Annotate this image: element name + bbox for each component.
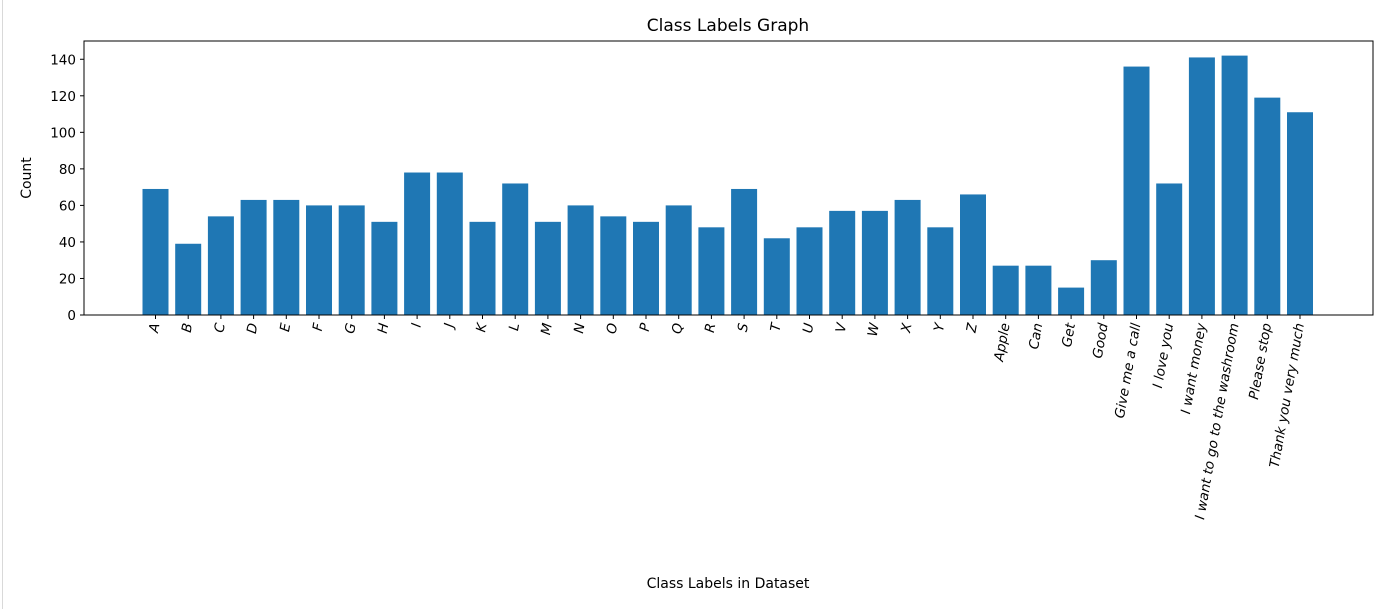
bar-10 [469,221,496,315]
x-tick-label-15: P [637,321,654,333]
bar-30 [1123,66,1150,315]
bar-19 [763,238,790,315]
bar-23 [894,199,921,315]
bar-33 [1221,55,1248,316]
x-tick-label-34: Please stop [1246,322,1275,401]
y-tick-label-6: 120 [50,89,76,105]
y-tick-label-3: 60 [59,198,76,214]
left-divider [2,0,3,609]
x-tick-label-26: Apple [991,322,1014,364]
y-tick-label-5: 100 [50,125,76,141]
bar-7 [371,221,398,315]
x-tick-label-20: U [800,322,817,335]
bar-14 [600,216,627,315]
x-tick-label-22: W [865,321,883,338]
x-tick-label-9: J [441,322,458,332]
x-tick-label-35: Thank you very much [1267,322,1308,469]
bar-18 [731,188,758,315]
x-tick-label-4: E [277,321,294,333]
x-tick-label-29: Good [1090,322,1112,360]
y-axis: 0 20 40 60 80 100 120 140 [50,52,84,324]
x-tick-label-17: R [702,322,719,334]
bar-3 [240,199,267,315]
bar-16 [665,205,692,315]
bar-24 [927,227,954,315]
bar-21 [829,210,856,315]
x-tick-label-21: V [833,320,851,334]
x-tick-label-18: S [735,322,752,334]
y-tick-label-0: 0 [67,308,76,324]
bar-17 [698,227,725,315]
x-tick-label-24: Y [931,320,948,333]
x-tick-label-7: H [375,322,393,335]
bar-32 [1188,57,1215,315]
x-tick-label-14: O [604,322,622,336]
x-axis-label: Class Labels in Dataset [647,576,810,592]
bar-13 [567,205,594,315]
x-tick-label-31: I love you [1150,322,1177,389]
bar-27 [1025,265,1052,315]
x-axis: A B C D E F G H I J K L M N O P Q R S T U V W X Y Z Apple Can Get Goo… [146,315,1308,521]
y-tick-label-4: 80 [59,162,76,178]
bar-6 [338,205,365,315]
x-tick-label-3: D [244,322,262,335]
x-tick-label-23: X [898,321,916,335]
x-tick-label-10: K [473,321,490,334]
x-tick-label-27: Can [1026,322,1046,351]
y-tick-label-1: 20 [59,271,76,287]
bar-26 [992,265,1019,315]
bar-35 [1287,112,1313,316]
bar-0 [142,188,169,315]
x-tick-label-2: C [211,321,228,334]
x-tick-label-28: Get [1059,321,1079,348]
x-tick-label-0: A [146,322,164,335]
bar-1 [175,243,202,315]
bar-22 [861,210,888,315]
bars-group [142,55,1313,316]
y-tick-label-7: 140 [50,52,76,68]
bar-4 [273,199,300,315]
bar-9 [436,172,463,315]
x-tick-label-6: G [342,322,360,335]
bar-11 [502,183,529,315]
bar-20 [796,227,823,315]
x-tick-label-1: B [179,322,196,334]
y-tick-label-2: 40 [59,235,76,251]
bar-12 [534,221,561,315]
bar-15 [633,221,659,315]
x-tick-label-30: Give me a call [1112,322,1145,420]
x-tick-label-25: Z [963,321,981,335]
x-tick-label-19: T [768,320,785,333]
bar-34 [1254,97,1281,315]
x-tick-label-16: Q [669,322,687,336]
x-tick-label-13: N [571,322,589,335]
x-tick-label-5: F [310,322,327,333]
x-tick-label-11: L [506,322,523,332]
x-tick-label-32: I want money [1178,321,1210,415]
bar-31 [1156,183,1183,315]
y-axis-label: Count [19,157,35,199]
x-tick-label-8: I [409,322,425,329]
bar-5 [306,205,332,315]
bar-2 [207,216,234,315]
x-tick-label-12: M [538,322,556,337]
chart-title: Class Labels Graph [647,16,809,36]
bar-25 [960,194,986,315]
bar-8 [404,172,431,315]
plot-frame [83,40,1374,316]
bar-28 [1058,287,1085,315]
bar-29 [1090,260,1117,315]
